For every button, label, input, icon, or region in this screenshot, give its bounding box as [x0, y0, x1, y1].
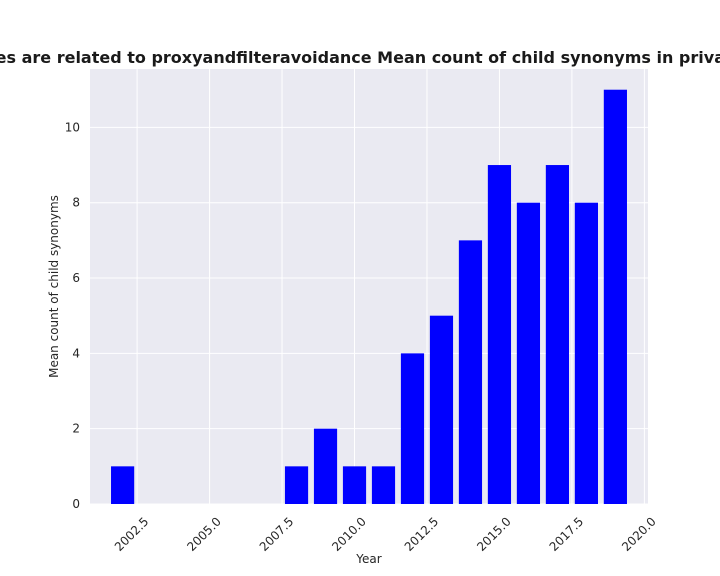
x-axis-ticks: 2002.5 2005.0 2007.5 2010.0 2012.5 2015.0 2017…	[112, 514, 659, 554]
y-tick-label: 2	[72, 422, 80, 436]
bar-2018	[574, 202, 598, 504]
x-tick-label: 2015.0	[474, 514, 514, 554]
y-tick-label: 6	[72, 271, 80, 285]
bar-2013	[429, 315, 454, 504]
bars	[111, 89, 627, 505]
x-tick-label: 2012.5	[402, 514, 442, 554]
x-tick-label: 2005.0	[184, 514, 224, 554]
bar-2010	[342, 466, 367, 504]
chart-title: Categories are related to proxyandfilter…	[0, 48, 720, 67]
y-tick-label: 8	[72, 196, 80, 210]
bar-2011	[371, 466, 396, 504]
bar-2014	[458, 240, 483, 504]
x-tick-label: 2010.0	[329, 514, 369, 554]
bar-2008	[284, 466, 309, 504]
bar-2002	[111, 466, 135, 504]
y-tick-label: 10	[65, 120, 80, 134]
bar-2019	[603, 89, 627, 504]
y-axis-ticks: 0 2 4 6 8 10	[65, 120, 80, 511]
bar-2016	[516, 202, 541, 504]
x-tick-label: 2002.5	[112, 514, 152, 554]
y-tick-label: 0	[72, 497, 80, 511]
x-tick-label: 2007.5	[257, 514, 297, 554]
bar-2015	[487, 165, 512, 505]
x-axis-label: Year	[355, 552, 381, 566]
bar-2009	[313, 428, 338, 504]
x-tick-label: 2017.5	[547, 514, 587, 554]
y-axis-label: Mean count of child synonyms	[47, 195, 61, 378]
bar-2012	[400, 353, 425, 504]
bar-2017	[545, 165, 570, 505]
x-tick-label: 2020.0	[619, 514, 659, 554]
y-tick-label: 4	[72, 346, 80, 360]
